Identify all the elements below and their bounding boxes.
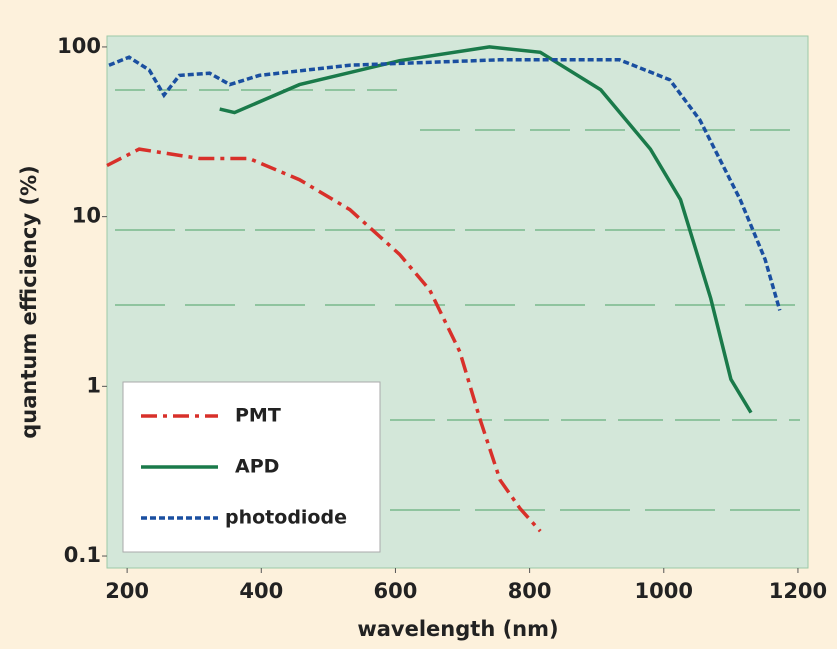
background-texture	[115, 89, 800, 511]
x-tick-label: 400	[239, 579, 283, 603]
x-tick-label: 1000	[635, 579, 693, 603]
legend-label: APD	[235, 456, 279, 478]
y-tick-label: 100	[57, 34, 101, 58]
line-series	[108, 55, 782, 311]
legend-label: photodiode	[225, 507, 347, 529]
x-axis-label: wavelength (nm)	[357, 617, 558, 641]
x-tick-label: 200	[105, 579, 149, 603]
y-tick-label: 10	[72, 204, 101, 228]
y-tick-label: 1	[86, 373, 101, 397]
line-series	[106, 147, 542, 533]
y-tick-label: 0.1	[64, 543, 101, 567]
legend-label: PMT	[235, 405, 281, 427]
x-tick-label: 800	[508, 579, 552, 603]
x-tick-label: 1200	[769, 579, 827, 603]
legend: PMT APD photodiode	[122, 381, 381, 553]
line-series	[219, 45, 753, 414]
y-axis-label: quantum efficiency (%)	[17, 165, 41, 438]
x-tick-label: 600	[374, 579, 418, 603]
